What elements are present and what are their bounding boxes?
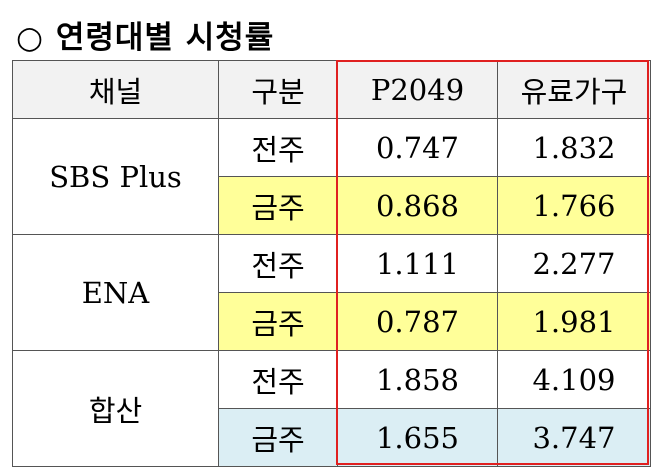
- value-cell: 1.858: [337, 350, 498, 409]
- channel-cell: ENA: [12, 234, 219, 351]
- table-row: 금주 0.868 1.766: [13, 176, 651, 235]
- value-cell: 3.747: [497, 408, 651, 467]
- period-cell: 전주: [218, 234, 338, 293]
- value-cell: 4.109: [497, 350, 651, 409]
- table-row: 금주 0.787 1.981: [13, 292, 651, 351]
- period-cell: 금주: [218, 292, 338, 351]
- value-cell: 1.655: [337, 408, 498, 467]
- value-cell: 0.747: [337, 118, 498, 177]
- header-cell: P2049: [337, 60, 498, 119]
- header-cell: 구분: [218, 60, 338, 119]
- title: ○ 연령대별 시청률: [16, 20, 275, 56]
- table-body: 채널 구분 P2049 유료가구 SBS Plus 전주 0.747 1.832 금주 0…: [12, 60, 651, 467]
- header-row: 채널 구분 P2049 유료가구: [12, 60, 651, 119]
- channel-cell: SBS Plus: [12, 118, 219, 235]
- value-cell: 0.868: [337, 176, 498, 235]
- table-row: SBS Plus 전주 0.747 1.832: [12, 118, 651, 235]
- table-row: 합산 전주 1.858 4.109: [12, 350, 651, 467]
- header-cell: 채널: [12, 60, 219, 119]
- ratings-table: 채널 구분 P2049 유료가구 SBS Plus 전주 0.747 1.832 금주 0…: [12, 60, 651, 467]
- value-cell: 0.787: [337, 292, 498, 351]
- channel-cell: 합산: [12, 350, 219, 467]
- table-row: ENA 전주 1.111 2.277: [12, 234, 651, 351]
- period-cell: 전주: [218, 350, 338, 409]
- period-cell: 전주: [218, 118, 338, 177]
- value-cell: 1.981: [497, 292, 651, 351]
- value-cell: 1.766: [497, 176, 651, 235]
- value-cell: 1.111: [337, 234, 498, 293]
- period-cell: 금주: [218, 176, 338, 235]
- period-cell: 금주: [218, 408, 338, 467]
- header-cell: 유료가구: [497, 60, 651, 119]
- value-cell: 2.277: [497, 234, 651, 293]
- value-cell: 1.832: [497, 118, 651, 177]
- table-row: 금주 1.655 3.747: [13, 408, 651, 467]
